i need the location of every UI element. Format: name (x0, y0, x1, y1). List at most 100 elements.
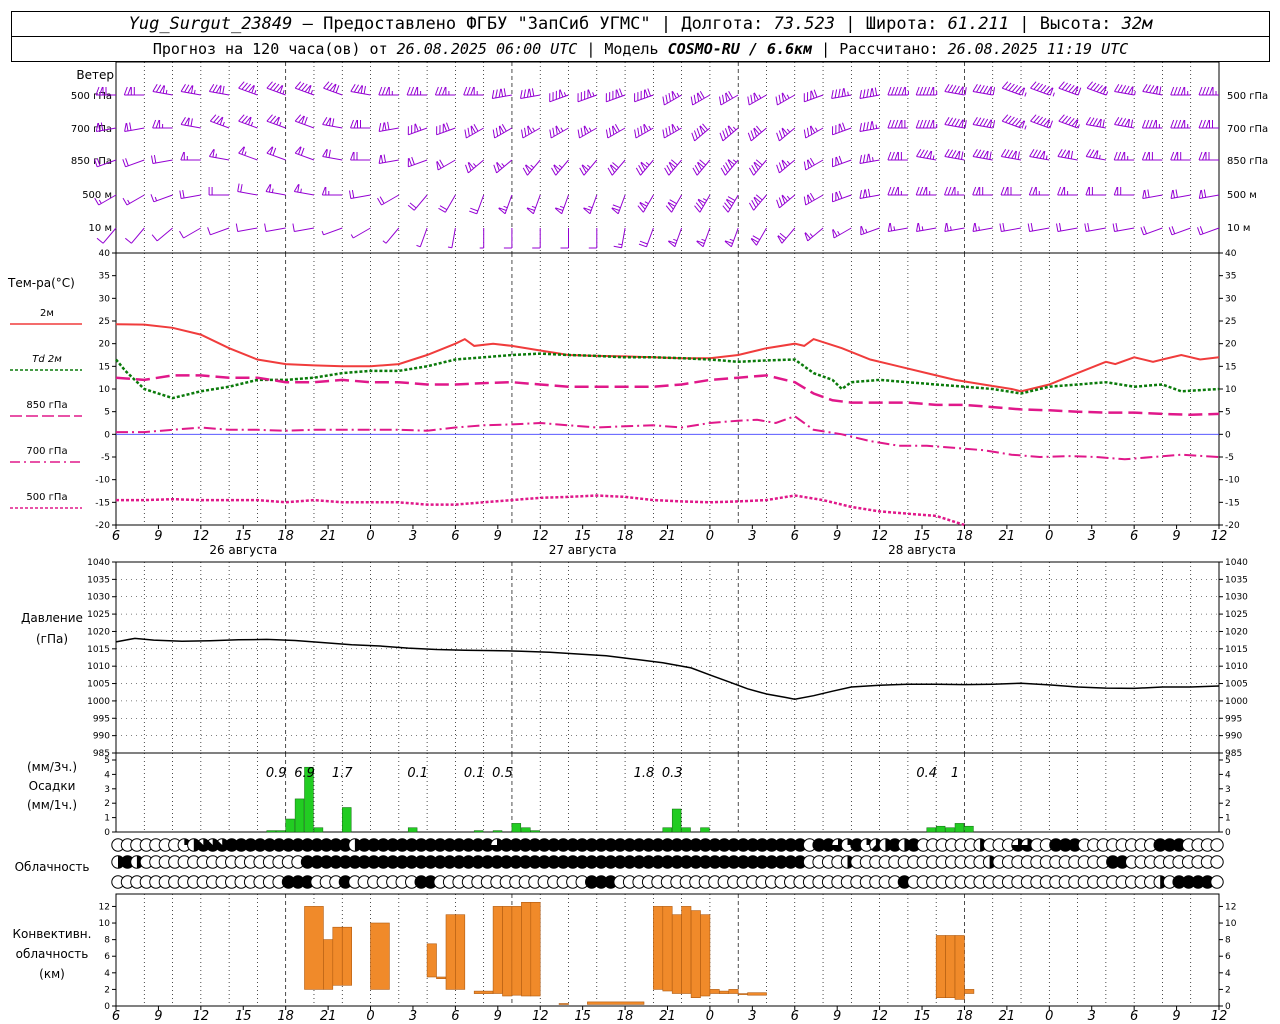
pressure-series-layer (115, 637, 1220, 700)
wind-barb (750, 227, 767, 246)
wind-barb (95, 122, 117, 132)
y-tick-label: 8 (1225, 936, 1231, 946)
y-tick-label: 2 (104, 799, 110, 809)
cloud-symbol (1210, 875, 1224, 889)
conv-bar (954, 935, 965, 1000)
precip-bar (342, 807, 352, 833)
wind-barb (238, 114, 258, 129)
wind-barb (208, 148, 230, 161)
conv-bar (426, 943, 437, 978)
wind-barb (438, 194, 456, 213)
legend-500-label: 500 гПа (26, 492, 67, 503)
x-tick-label: 15 (914, 1009, 931, 1024)
t2m-line (115, 323, 1220, 393)
wind-barb (944, 222, 965, 232)
wind-barb (180, 116, 201, 129)
y-tick-label: 1 (104, 814, 110, 824)
y-tick-label: 8 (104, 936, 110, 946)
wind-barb (577, 89, 597, 103)
wind-barb (605, 124, 626, 139)
conv-bar (341, 926, 352, 986)
x-tick-label: 0 (706, 529, 714, 544)
wind-barb (747, 125, 767, 142)
wind-barb (579, 159, 598, 176)
cloud-symbol-fill (871, 838, 883, 852)
lat-value: 61.211 (947, 14, 1010, 34)
y-tick-label: 1030 (1225, 593, 1248, 603)
wind-barb (831, 88, 852, 99)
wind-barb (436, 159, 456, 171)
wind-barb (266, 146, 286, 161)
y-tick-label: 4 (1225, 770, 1231, 780)
conv-bar (502, 906, 513, 997)
y-tick-label: 10 (1225, 385, 1237, 395)
wind-barb (378, 121, 399, 132)
precip-3h-label: 6.9 (294, 766, 315, 781)
wind-barb (1198, 151, 1219, 161)
wind-barb (208, 83, 230, 96)
wind-barb (179, 190, 201, 199)
y-tick-label: 10 (99, 385, 111, 395)
wind-barb (264, 223, 286, 232)
x-tick-label: 18 (956, 529, 973, 544)
wind-barb (832, 122, 852, 136)
wind-level-label-right: 10 м (1227, 223, 1250, 234)
x-tick-label: 15 (574, 1009, 591, 1024)
precip-bar (954, 823, 965, 833)
wind-barb (1086, 81, 1109, 96)
wind-barb (521, 125, 541, 139)
cloud-symbol-fill (1011, 838, 1025, 852)
y-tick-label: 4 (1225, 969, 1231, 979)
y-tick-label: 3 (104, 785, 110, 795)
y-tick-label: -20 (1225, 521, 1240, 531)
wind-barb (1001, 81, 1027, 97)
y-tick-label: 6 (1225, 952, 1231, 962)
precip-bar (700, 827, 710, 833)
y-tick-label: 995 (93, 714, 110, 724)
wind-barb (464, 124, 484, 139)
x-tick-label: 6 (791, 529, 799, 544)
wind-barb (804, 227, 824, 242)
wind-barb (549, 125, 569, 139)
y-tick-label: 1005 (87, 680, 110, 690)
precip-bar (304, 766, 314, 833)
y-tick-label: 1040 (1225, 558, 1248, 568)
x-tick-label: 18 (956, 1009, 973, 1024)
x-tick-label: 21 (659, 529, 676, 544)
y-tick-label: 20 (99, 340, 111, 350)
wind-barb (662, 90, 682, 106)
cloud-symbol-fill (1021, 838, 1034, 852)
conv-bar (653, 906, 664, 990)
y-tick-label: 1035 (1225, 575, 1248, 585)
wind-barb (665, 194, 683, 213)
precip-bar (511, 823, 522, 833)
wind-level-label-right: 500 м (1227, 190, 1257, 201)
wind-level-label: 500 м (82, 190, 112, 201)
wind-barb (1085, 186, 1106, 196)
wind-barb (724, 227, 739, 248)
wind-barb (1198, 189, 1220, 199)
conv-bar (473, 990, 494, 994)
wind-barb (1113, 151, 1135, 161)
wind-barb (690, 91, 711, 106)
wind-barb (859, 87, 880, 99)
x-tick-label: 12 (1211, 1009, 1228, 1024)
cloud-title: Облачность (15, 860, 90, 874)
wind-barb (944, 83, 967, 96)
pressure-axis-layer: 985 985 990 990 995 995 1000 1000 1005 1005 1010 10… (87, 558, 1248, 759)
wind-barb (1029, 148, 1050, 161)
lon-label: Долгота: (681, 14, 764, 34)
wind-barb (832, 190, 852, 203)
separator: | (845, 14, 856, 34)
wind-barb (294, 146, 315, 161)
y-tick-label: 15 (99, 362, 110, 372)
wind-title: Ветер (76, 68, 114, 82)
x-tick-label: 0 (1045, 529, 1053, 544)
y-tick-label: 0 (104, 828, 110, 838)
x-tick-label: 6 (451, 529, 459, 544)
y-tick-label: 1030 (87, 593, 110, 603)
wind-barb (416, 227, 428, 248)
td2m-line (115, 352, 1220, 400)
wind-barb (634, 88, 654, 103)
y-tick-label: -5 (101, 453, 110, 463)
